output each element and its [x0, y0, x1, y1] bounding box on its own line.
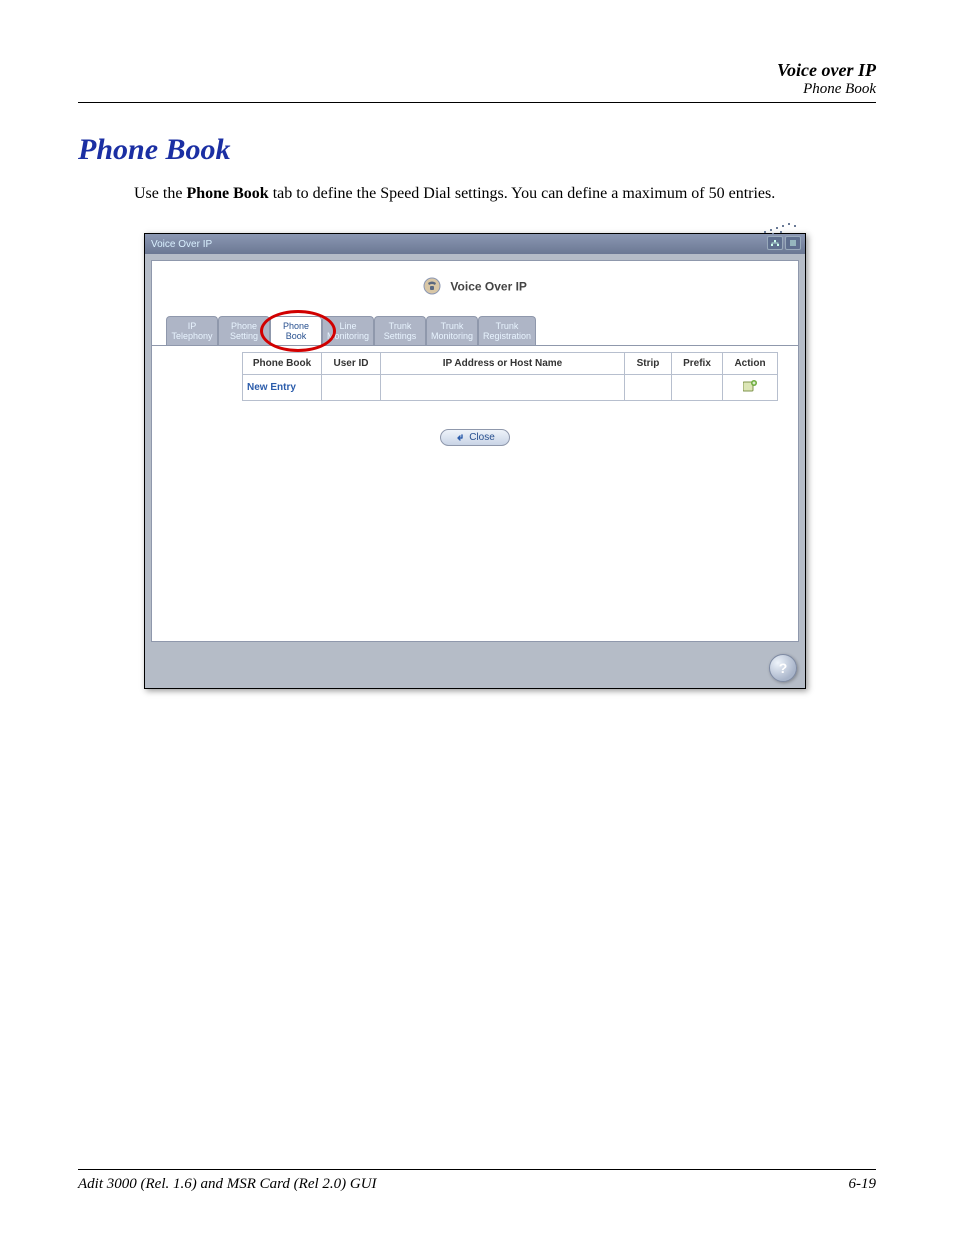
- footer-left: Adit 3000 (Rel. 1.6) and MSR Card (Rel 2…: [78, 1176, 377, 1193]
- table-row: New Entry: [243, 375, 778, 401]
- section-title: Phone Book: [78, 133, 876, 167]
- phone-book-table: Phone Book User ID IP Address or Host Na…: [242, 352, 778, 401]
- close-button-label: Close: [469, 432, 495, 443]
- screenshot: Voice Over IP: [144, 233, 804, 689]
- tab-trunk-settings[interactable]: TrunkSettings: [374, 316, 426, 345]
- return-arrow-icon: [455, 433, 465, 443]
- close-button[interactable]: Close: [440, 429, 510, 446]
- th-prefix: Prefix: [672, 353, 723, 375]
- intro-paragraph: Use the Phone Book tab to define the Spe…: [134, 185, 876, 203]
- page-header: Voice over IP Phone Book: [78, 60, 876, 103]
- th-phone-book: Phone Book: [243, 353, 322, 375]
- intro-pre: Use the: [134, 185, 186, 202]
- header-title: Voice over IP: [78, 60, 876, 81]
- window-title: Voice Over IP: [151, 239, 212, 250]
- help-icon: ?: [779, 660, 788, 676]
- intro-post: tab to define the Speed Dial settings. Y…: [269, 185, 776, 202]
- new-entry-link[interactable]: New Entry: [247, 382, 296, 393]
- header-subtitle: Phone Book: [78, 81, 876, 98]
- content-heading-text: Voice Over IP: [450, 280, 526, 294]
- tab-ip-telephony[interactable]: IPTelephony: [166, 316, 218, 345]
- list-icon[interactable]: [785, 236, 801, 250]
- phone-icon: [423, 277, 441, 298]
- footer-right: 6-19: [849, 1176, 877, 1193]
- help-button[interactable]: ?: [769, 654, 797, 682]
- window-footer-bar: ?: [145, 648, 805, 688]
- tab-line-monitoring[interactable]: LineMonitoring: [322, 316, 374, 345]
- tab-phone-book[interactable]: PhoneBook: [270, 316, 322, 345]
- tab-trunk-registration[interactable]: TrunkRegistration: [478, 316, 536, 345]
- tab-trunk-monitoring[interactable]: TrunkMonitoring: [426, 316, 478, 345]
- th-ip-address: IP Address or Host Name: [381, 353, 625, 375]
- page-footer: Adit 3000 (Rel. 1.6) and MSR Card (Rel 2…: [78, 1169, 876, 1193]
- sitemap-icon[interactable]: [767, 236, 783, 250]
- window-titlebar: Voice Over IP: [145, 234, 805, 254]
- tabs-row: IPTelephony PhoneSetting PhoneBook LineM…: [166, 316, 798, 345]
- intro-bold: Phone Book: [186, 185, 268, 202]
- add-entry-icon[interactable]: [743, 380, 757, 395]
- content-heading: Voice Over IP: [152, 261, 798, 316]
- th-action: Action: [723, 353, 778, 375]
- tab-phone-setting[interactable]: PhoneSetting: [218, 316, 270, 345]
- th-strip: Strip: [625, 353, 672, 375]
- tabs-underline: [152, 345, 798, 346]
- th-user-id: User ID: [322, 353, 381, 375]
